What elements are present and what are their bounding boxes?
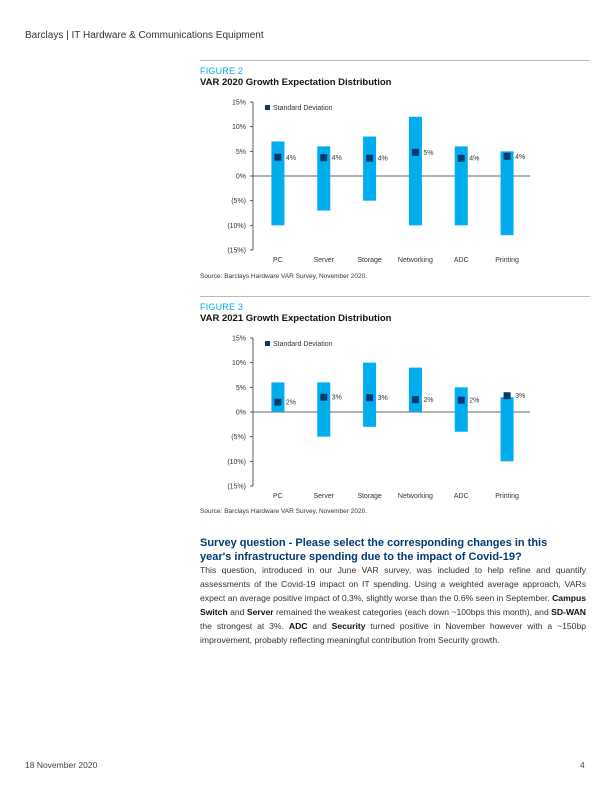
figure-source: Source: Barclays Hardware VAR Survey, No… xyxy=(200,508,368,515)
body-text-segment: the strongest at 3%. xyxy=(200,621,289,631)
data-label: 4% xyxy=(378,156,388,163)
body-text-segment: remained the weakest categories (each do… xyxy=(273,607,552,617)
x-tick-label: ADC xyxy=(454,257,469,264)
bold-term: SD-WAN xyxy=(551,607,586,617)
x-tick-label: Server xyxy=(313,257,334,264)
legend-label: Standard Deviation xyxy=(273,341,333,348)
legend-marker xyxy=(265,341,270,346)
y-tick-label: 5% xyxy=(236,385,246,392)
y-tick-label: (10%) xyxy=(227,459,246,466)
std-dev-marker xyxy=(503,392,511,400)
data-label: 3% xyxy=(378,395,388,402)
std-dev-marker xyxy=(457,154,465,162)
std-dev-marker xyxy=(320,393,328,401)
y-tick-label: 0% xyxy=(236,174,246,181)
x-tick-label: Storage xyxy=(357,257,382,264)
y-tick-label: (10%) xyxy=(227,223,246,230)
x-tick-label: PC xyxy=(273,493,283,500)
data-label: 3% xyxy=(515,393,525,400)
body-text-segment: and xyxy=(307,621,332,631)
std-dev-marker xyxy=(503,152,511,160)
data-label: 4% xyxy=(332,155,342,162)
range-bar xyxy=(271,382,285,412)
bold-term: Server xyxy=(246,607,274,617)
std-dev-marker xyxy=(320,154,328,162)
std-dev-marker xyxy=(411,148,419,156)
std-dev-marker xyxy=(274,153,282,161)
x-tick-label: Printing xyxy=(495,257,519,264)
range-bar xyxy=(271,141,285,226)
y-tick-label: 5% xyxy=(236,149,246,156)
y-tick-label: 10% xyxy=(232,124,246,131)
bold-term: Campus Switch xyxy=(200,593,586,617)
figure-title: VAR 2020 Growth Expectation Distribution xyxy=(200,77,392,88)
y-tick-label: (15%) xyxy=(227,248,246,255)
section-heading: Survey question - Please select the corr… xyxy=(200,537,548,563)
std-dev-marker xyxy=(457,396,465,404)
figure-divider xyxy=(200,60,590,61)
x-tick-label: Networking xyxy=(398,257,433,264)
page-number: 4 xyxy=(580,760,585,770)
range-bar xyxy=(363,136,377,201)
chart-2021-svg: 15% 10% 5% 0% (5%) (10%) (15%) 2% PC 3% Server 3% St… xyxy=(227,336,530,500)
x-tick-label: Storage xyxy=(357,493,382,500)
y-tick-label: (15%) xyxy=(227,484,246,491)
y-tick-label: (5%) xyxy=(231,434,246,441)
data-label: 5% xyxy=(423,150,433,157)
legend-label: Standard Deviation xyxy=(273,105,333,112)
data-label: 4% xyxy=(286,155,296,162)
range-bar xyxy=(408,116,422,226)
range-bar xyxy=(454,387,468,432)
range-bar xyxy=(408,367,422,412)
body-text-segment: and xyxy=(227,607,247,617)
legend-marker xyxy=(265,105,270,110)
x-tick-label: ADC xyxy=(454,493,469,500)
range-bar xyxy=(454,146,468,226)
figure-divider xyxy=(200,296,590,297)
data-label: 2% xyxy=(469,398,479,405)
y-tick-label: (5%) xyxy=(231,198,246,205)
range-bar xyxy=(317,382,331,437)
body-text-segment: turned positive in November however with… xyxy=(200,621,586,645)
data-label: 2% xyxy=(286,400,296,407)
figure-title: VAR 2021 Growth Expectation Distribution xyxy=(200,313,392,324)
x-tick-label: Server xyxy=(313,493,334,500)
std-dev-marker xyxy=(366,154,374,162)
range-bar xyxy=(500,151,514,236)
y-tick-label: 0% xyxy=(236,410,246,417)
y-tick-label: 15% xyxy=(232,336,246,343)
data-label: 2% xyxy=(423,397,433,404)
body-paragraph: This question, introduced in our June VA… xyxy=(200,563,586,647)
y-tick-label: 10% xyxy=(232,360,246,367)
x-tick-label: Printing xyxy=(495,493,519,500)
range-bar xyxy=(317,146,331,211)
data-label: 4% xyxy=(515,154,525,161)
std-dev-marker xyxy=(274,398,282,406)
y-tick-label: 15% xyxy=(232,100,246,107)
footer-date: 18 November 2020 xyxy=(25,760,98,770)
bold-term: Security xyxy=(331,621,366,631)
std-dev-marker xyxy=(411,396,419,404)
figure-label: FIGURE 3 xyxy=(200,302,244,312)
x-tick-label: Networking xyxy=(398,493,433,500)
chart-2020: 15% 10% 5% 0% (5%) (10%) (15%) 4% PC 4% Server 4% St… xyxy=(200,92,590,272)
data-label: 3% xyxy=(332,395,342,402)
body-text-segment: This question, introduced in our June VA… xyxy=(200,565,586,603)
std-dev-marker xyxy=(366,394,374,402)
figure-source: Source: Barclays Hardware VAR Survey, No… xyxy=(200,273,368,280)
figure-label: FIGURE 2 xyxy=(200,66,244,76)
data-label: 4% xyxy=(469,156,479,163)
report-header: Barclays | IT Hardware & Communications … xyxy=(25,30,264,41)
range-bar xyxy=(500,397,514,462)
bold-term: ADC xyxy=(288,621,308,631)
x-tick-label: PC xyxy=(273,257,283,264)
chart-2020-svg: 15% 10% 5% 0% (5%) (10%) (15%) 4% PC 4% Server 4% St… xyxy=(227,100,530,264)
chart-2021: 15% 10% 5% 0% (5%) (10%) (15%) 2% PC 3% Server 3% St… xyxy=(200,328,590,508)
